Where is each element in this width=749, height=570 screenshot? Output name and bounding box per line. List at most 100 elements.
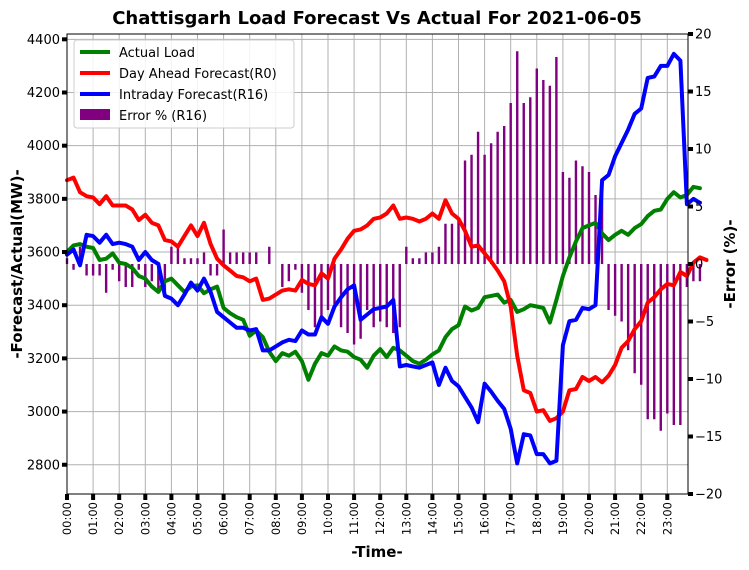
x-tick-mark (143, 494, 148, 500)
error-bar (228, 252, 232, 264)
x-tick-mark (456, 494, 461, 500)
error-bar (489, 143, 493, 264)
error-bar (516, 51, 519, 264)
error-bar (424, 252, 428, 264)
y-axis-label: -Forecast/Actual(MW)- (8, 169, 26, 358)
y-tick-mark (62, 250, 67, 255)
y-tick-label: 3200 (27, 352, 60, 367)
y-tick-label: 3800 (27, 192, 60, 207)
y-tick-mark (62, 143, 67, 148)
legend-box (73, 39, 295, 129)
error-bar (568, 177, 571, 264)
error-bar (91, 264, 95, 276)
y-tick-label: 3400 (27, 299, 60, 314)
y2-tick-label: 10 (695, 143, 712, 158)
error-bar (450, 223, 454, 264)
y-tick-mark (62, 303, 67, 308)
x-tick-mark (195, 494, 200, 500)
error-bar (372, 264, 375, 328)
error-bar (600, 189, 604, 264)
x-tick-label: 18:00 (530, 502, 544, 535)
legend-label-day-ahead: Day Ahead Forecast(R0) (119, 67, 277, 82)
error-bar (692, 264, 695, 282)
y2-tick-label: 5 (695, 200, 703, 215)
error-bar (535, 68, 538, 264)
x-tick-label: 15:00 (452, 502, 466, 535)
y2-tick-label: 20 (695, 28, 712, 43)
x-tick-mark (665, 494, 670, 500)
error-bar (411, 258, 415, 264)
x-tick-label: 10:00 (321, 502, 335, 535)
error-bar (379, 264, 382, 322)
error-bar (268, 246, 271, 264)
x-tick-label: 22:00 (634, 502, 648, 535)
x-tick-mark (587, 494, 591, 500)
error-bar (581, 166, 584, 264)
y-tick-label: 3600 (27, 246, 60, 261)
error-bar (620, 264, 623, 322)
x-tick-mark (221, 494, 226, 500)
x-tick-label: 19:00 (556, 502, 570, 535)
x-tick-label: 00:00 (60, 502, 74, 535)
error-bar (176, 246, 180, 264)
y-tick-mark (62, 356, 67, 361)
error-bar (594, 195, 597, 264)
x-tick-label: 23:00 (660, 502, 674, 535)
y-tick-mark (62, 462, 67, 467)
error-bar (222, 229, 225, 264)
x-tick-label: 04:00 (164, 502, 178, 535)
x-tick-label: 21:00 (608, 502, 622, 535)
x-tick-mark (404, 494, 409, 500)
error-bar (548, 85, 552, 264)
error-bar (470, 154, 473, 264)
day-ahead-forecast-line (65, 175, 709, 423)
error-bar (679, 264, 682, 425)
error-bar (418, 258, 421, 264)
error-bar (163, 264, 167, 293)
y2-tick-label: −10 (695, 373, 722, 388)
error-bar (241, 252, 245, 264)
y2-tick-mark (688, 32, 693, 36)
x-tick-label: 12:00 (373, 502, 387, 535)
error-bar (137, 264, 140, 270)
error-bars (65, 51, 702, 431)
error-bar (633, 264, 636, 374)
x-tick-label: 20:00 (582, 502, 596, 535)
error-bar (352, 264, 356, 345)
error-bar (157, 264, 160, 293)
y-tick-label: 3000 (27, 405, 60, 420)
chart-title: Chattisgarh Load Forecast Vs Actual For … (112, 8, 642, 29)
y2-tick-mark (688, 492, 693, 496)
error-bar (561, 172, 565, 264)
x-tick-label: 09:00 (295, 502, 309, 535)
error-bar (307, 264, 310, 310)
x-tick-label: 17:00 (504, 502, 518, 535)
error-bar (476, 131, 480, 264)
legend-label-intraday: Intraday Forecast(R16) (119, 88, 268, 103)
y2-tick-mark (688, 434, 693, 439)
error-bar (672, 264, 676, 425)
error-bar (131, 264, 134, 287)
x-tick-label: 14:00 (425, 502, 439, 535)
x-tick-mark (534, 494, 539, 500)
error-bar (463, 160, 467, 264)
error-bar (78, 246, 82, 264)
error-bar (626, 264, 630, 351)
x-tick-mark (430, 494, 435, 500)
y2-axis-label: -Error (%)- (721, 219, 739, 308)
x-tick-mark (639, 494, 644, 500)
error-bar (196, 258, 199, 264)
error-bar (281, 264, 284, 287)
error-bar (150, 264, 154, 282)
x-tick-mark (378, 494, 383, 500)
y2-tick-label: −15 (695, 430, 722, 445)
y-axis-ticks: 2800 3000 3200 3400 3600 3800 4000 4200 4400 (27, 33, 67, 473)
y-tick-mark (62, 196, 67, 201)
actual-load-line (65, 184, 702, 382)
error-bar (333, 264, 336, 305)
x-tick-label: 16:00 (478, 502, 492, 535)
error-bar (215, 264, 219, 276)
error-bar (529, 97, 532, 264)
y2-tick-mark (688, 262, 693, 266)
